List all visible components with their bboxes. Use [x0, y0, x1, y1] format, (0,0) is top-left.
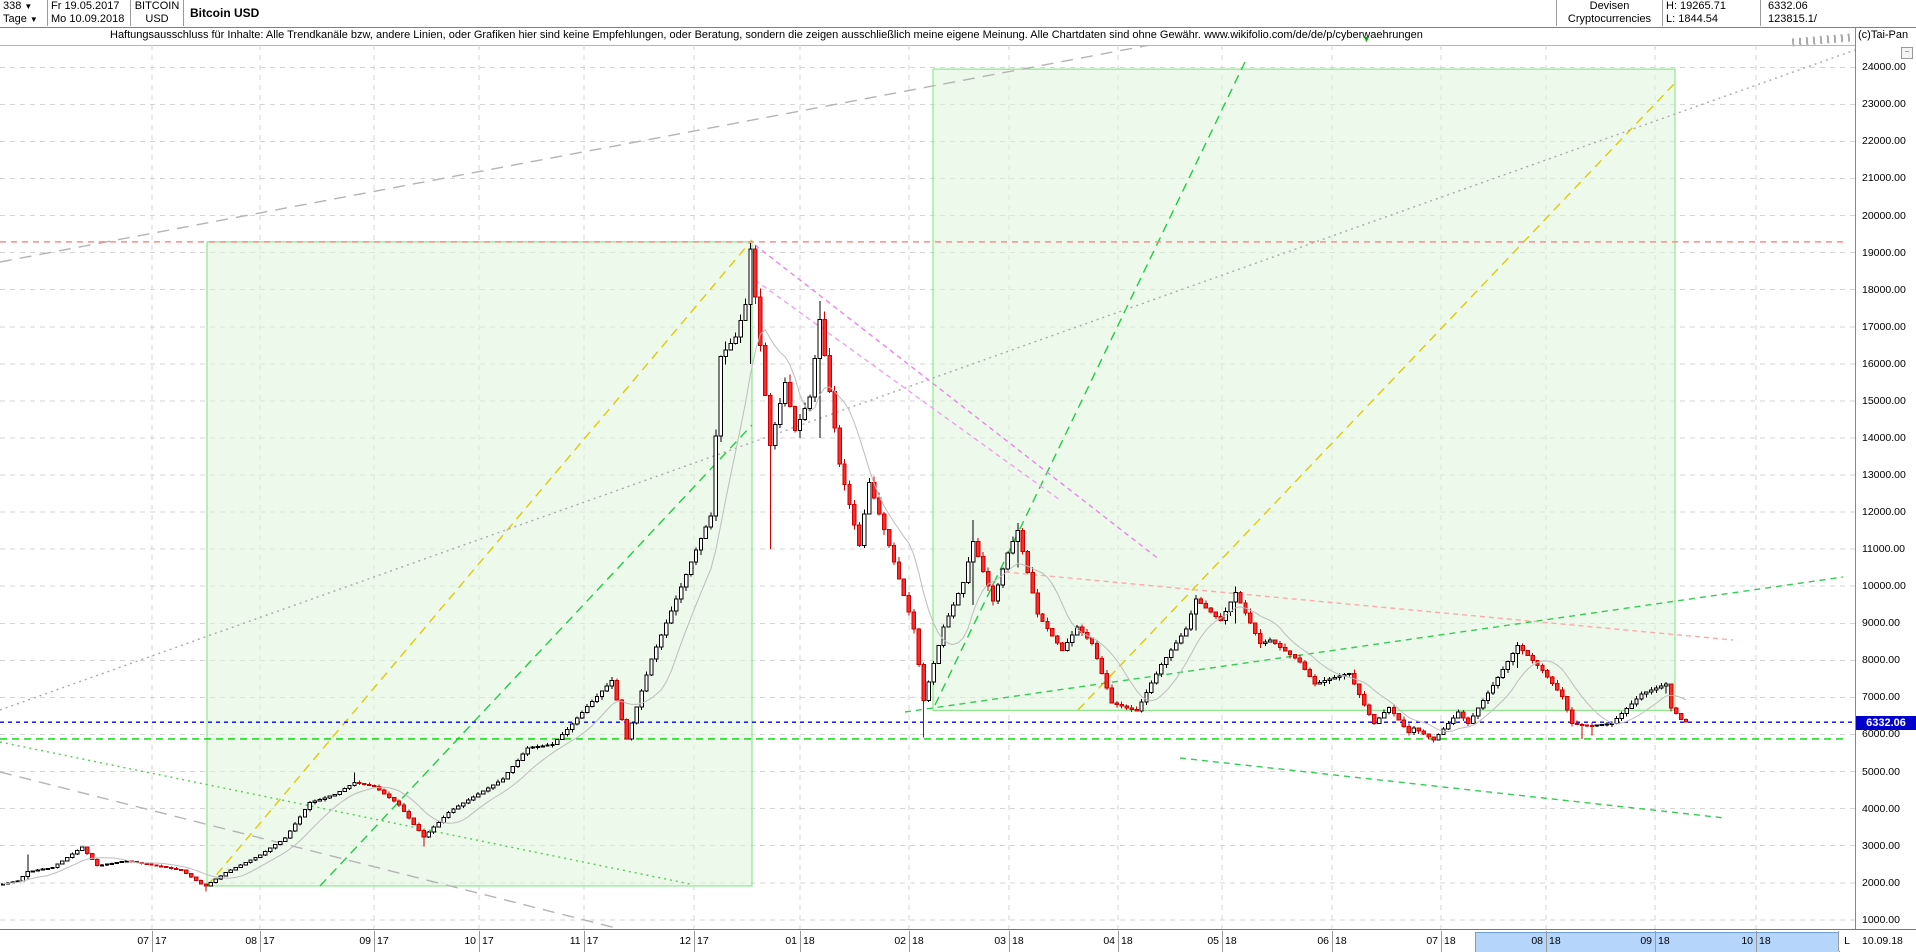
plot-top-border: [0, 45, 1856, 46]
axis-separator: [1855, 27, 1856, 952]
x-axis-label: 09 18: [1640, 935, 1670, 947]
last-volume-value: 123815.1/: [1768, 13, 1817, 25]
y-axis-label: 4000.00: [1862, 802, 1900, 815]
y-axis-label: 1000.00: [1862, 913, 1900, 926]
y-axis-label: 18000.00: [1862, 283, 1906, 296]
y-axis-label: 6000.00: [1862, 728, 1900, 741]
x-axis-tick: [1441, 931, 1442, 952]
chevron-down-icon: ▼: [24, 2, 33, 11]
y-axis-label: 5000.00: [1862, 765, 1900, 778]
time-scrollbar: 07 17 08 17 09 17 10 17 11 17 12 17 01 18 02 18 03 18 04 18…: [0, 929, 1916, 952]
x-axis-label: 07 18: [1426, 935, 1456, 947]
symbol-name: BITCOIN: [134, 0, 180, 12]
y-axis-label: 24000.00: [1862, 61, 1906, 74]
x-axis-label: 08 18: [1531, 935, 1561, 947]
x-axis-label: 06 18: [1317, 935, 1347, 947]
x-axis-tick: [260, 931, 261, 952]
yellow-channel-1: [206, 239, 753, 887]
candles: [0, 242, 1689, 892]
chart-title: Bitcoin USD: [190, 6, 260, 20]
y-axis-label: 14000.00: [1862, 431, 1906, 444]
period-dropdown[interactable]: Tage ▼: [3, 13, 38, 25]
axis-last-date: 10.09.18: [1862, 935, 1903, 947]
y-axis-label: 13000.00: [1862, 469, 1906, 482]
green-falling: [1179, 757, 1726, 819]
yellow-channel-2: [1077, 82, 1676, 711]
y-axis-label: 15000.00: [1862, 394, 1906, 407]
x-axis-label: 04 18: [1103, 935, 1133, 947]
y-axis-label: 22000.00: [1862, 135, 1906, 148]
moving-average-line: [2, 329, 1687, 885]
x-axis-tick: [1655, 931, 1656, 952]
x-axis-label: 12 17: [679, 935, 709, 947]
x-axis-label: 07 17: [137, 935, 167, 947]
x-axis-tick: [1009, 931, 1010, 952]
scrollbar-track[interactable]: 07 17 08 17 09 17 10 17 11 17 12 17 01 18 02 18 03 18 04 18…: [0, 931, 1855, 952]
y-axis-label: 23000.00: [1862, 98, 1906, 111]
trend-channel-box: [932, 68, 1676, 711]
gray-dashed-top: [0, 45, 1151, 263]
x-axis-tick: [1756, 931, 1757, 952]
x-axis-tick: [1222, 931, 1223, 952]
x-axis-tick: [152, 931, 153, 952]
period-high: H: 19265.71: [1666, 0, 1726, 12]
x-axis-tick: [1118, 931, 1119, 952]
y-axis-label: 3000.00: [1862, 839, 1900, 852]
y-axis-label: 19000.00: [1862, 246, 1906, 259]
x-axis-label: 08 17: [245, 935, 275, 947]
x-axis-label: 03 18: [994, 935, 1024, 947]
toolbar: 338 ▼ Tage ▼ Fr 19.05.2017 Mo 10.09.2018…: [0, 0, 1916, 28]
x-axis-label: 05 18: [1207, 935, 1237, 947]
y-axis-label: 7000.00: [1862, 691, 1900, 704]
category-market: Devisen: [1589, 0, 1630, 12]
pink-resistance: [1004, 571, 1734, 641]
x-axis-label: 10 17: [464, 935, 494, 947]
date-to[interactable]: Mo 10.09.2018: [51, 13, 125, 25]
x-axis-tick: [584, 931, 585, 952]
x-axis-label: 10 18: [1741, 935, 1771, 947]
x-axis-tick: [1546, 931, 1547, 952]
magenta-fan-1: [754, 244, 1161, 561]
chevron-down-icon: ▼: [29, 15, 38, 24]
bars-count-dropdown[interactable]: 338 ▼: [3, 0, 33, 12]
x-axis-tick: [479, 931, 480, 952]
gray-dashed-bottom: [0, 771, 621, 929]
signal-marker-icon: ▼: [1362, 34, 1371, 44]
green-channel-1: [319, 424, 753, 887]
period-low: L: 1844.54: [1666, 13, 1718, 25]
last-price-tag: 6332.06: [1856, 716, 1916, 730]
y-axis-label: 10000.00: [1862, 580, 1906, 593]
x-axis-tick: [694, 931, 695, 952]
y-axis-label: 17000.00: [1862, 320, 1906, 333]
disclaimer-text: Haftungsausschluss für Inhalte: Alle Tre…: [110, 29, 1423, 41]
x-axis-label: 02 18: [894, 935, 924, 947]
x-axis-label: 09 17: [359, 935, 389, 947]
category-segment: Cryptocurrencies: [1567, 13, 1652, 25]
x-axis-label: 01 18: [785, 935, 815, 947]
x-axis-label: 11 17: [569, 935, 599, 947]
y-axis-label: 8000.00: [1862, 654, 1900, 667]
x-axis-tick: [374, 931, 375, 952]
x-axis-tick: [1332, 931, 1333, 952]
y-axis-label: 2000.00: [1862, 876, 1900, 889]
green-support-fan: [904, 576, 1844, 713]
date-from[interactable]: Fr 19.05.2017: [51, 0, 120, 12]
scroll-last-button[interactable]: L: [1838, 931, 1855, 951]
collapse-icon[interactable]: −: [1901, 47, 1913, 59]
symbol-currency: USD: [145, 13, 169, 25]
taipan-watermark: (c)Tai-Pan: [1858, 29, 1909, 41]
y-axis-label: 11000.00: [1862, 543, 1906, 556]
y-axis-label: 9000.00: [1862, 617, 1900, 630]
x-axis-tick: [800, 931, 801, 952]
y-axis-label: 21000.00: [1862, 172, 1906, 185]
candlestick-chart[interactable]: [0, 45, 1855, 929]
y-axis-label: 12000.00: [1862, 506, 1906, 519]
y-axis-label: 20000.00: [1862, 209, 1906, 222]
last-price-value: 6332.06: [1768, 0, 1808, 12]
x-axis-tick: [909, 931, 910, 952]
y-axis-label: 16000.00: [1862, 357, 1906, 370]
